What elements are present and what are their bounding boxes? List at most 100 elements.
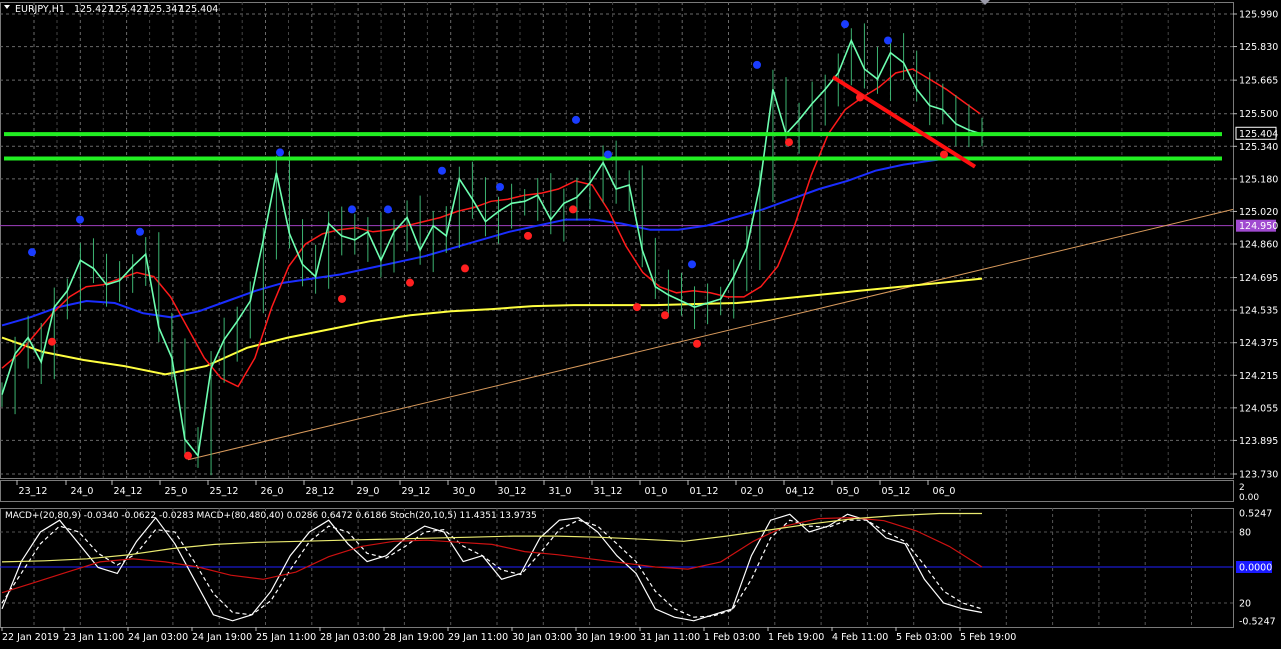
fractal-up-marker — [688, 260, 696, 269]
macd-slow-line — [1, 512, 982, 563]
fractal-down-marker — [856, 93, 864, 102]
ohlc-open: 125.427 — [74, 4, 113, 15]
time-tick-label: 25_12 — [210, 486, 239, 497]
time-tick-label: 05_12 — [882, 486, 911, 497]
main-pane-frame — [0, 2, 1234, 479]
price-tick-label: 125.500 — [1239, 109, 1278, 120]
date-tick-label: 1 Feb 19:00 — [768, 632, 824, 643]
mini-axis-label: 0.00 — [1239, 493, 1259, 503]
fractal-down-marker — [48, 337, 56, 346]
price-tick-label: 124.215 — [1239, 371, 1278, 382]
price-tick-label: 123.895 — [1239, 436, 1278, 447]
ohlc-low: 125.347 — [144, 4, 183, 15]
time-tick-label: 01_12 — [690, 486, 719, 497]
fractal-up-marker — [384, 205, 392, 214]
date-tick-label: 5 Feb 03:00 — [896, 632, 952, 643]
level-price-label: 124.950 — [1239, 221, 1278, 232]
fractal-up-marker — [348, 205, 356, 214]
main-time-axis: 23_12 24_0 24_12 25_0 25_12 26_0 28_12 29_0 29_1… — [0, 480, 1259, 503]
fractal-markers — [28, 20, 948, 460]
fractal-down-marker — [661, 311, 669, 320]
level-price-tag — [1236, 219, 1276, 232]
main-grid — [0, 2, 1234, 479]
price-tick-label: 125.990 — [1239, 10, 1278, 21]
zero-value-tag — [1236, 561, 1272, 573]
fractal-up-marker — [884, 36, 892, 45]
resistance-trendline[interactable] — [831, 75, 977, 169]
date-tick-label: 30 Jan 19:00 — [576, 632, 636, 643]
fractal-up-marker — [438, 166, 446, 175]
support-trendline[interactable] — [187, 208, 1234, 461]
price-tick-label: 125.020 — [1239, 207, 1278, 218]
indicator-series — [1, 512, 983, 622]
indicator-tick-label: -0.5247 — [1239, 617, 1276, 628]
price-tick-label: 125.340 — [1239, 142, 1278, 153]
time-tick-label: 24_12 — [114, 486, 143, 497]
time-tick-label: 23_12 — [19, 486, 48, 497]
stoch-signal-line — [1, 519, 983, 618]
date-tick-label: 28 Jan 19:00 — [384, 632, 444, 643]
stoch-main-line — [1, 513, 983, 622]
fractal-up-marker — [572, 115, 580, 124]
fast-ma-line — [1, 68, 981, 388]
zero-value-label: 0.0000 — [1239, 563, 1272, 574]
indicator-tick-label: 0.5247 — [1239, 509, 1272, 520]
time-tick-label: 31_0 — [549, 486, 572, 497]
date-tick-label: 1 Feb 03:00 — [704, 632, 760, 643]
price-line — [1, 38, 983, 458]
date-axis: 22 Jan 2019 23 Jan 11:00 24 Jan 03:00 24 Ja… — [1, 627, 1016, 643]
fractal-up-marker — [276, 148, 284, 157]
fractal-down-marker — [693, 339, 701, 348]
price-tick-label: 124.055 — [1239, 403, 1278, 414]
time-tick-label: 06_0 — [933, 486, 956, 497]
indicator-tick-label: 20 — [1239, 599, 1251, 610]
macd-fast-line — [1, 516, 983, 594]
price-tick-label: 124.695 — [1239, 273, 1278, 284]
date-tick-label: 31 Jan 11:00 — [640, 632, 700, 643]
price-tick-label: 125.180 — [1239, 174, 1278, 185]
time-tick-label: 02_0 — [741, 486, 764, 497]
time-tick-label: 29_12 — [402, 486, 431, 497]
time-tick-label: 29_0 — [357, 486, 380, 497]
indicator-grid — [0, 508, 1234, 628]
scroll-marker-icon[interactable] — [980, 0, 990, 5]
price-tick-label: 123.730 — [1239, 470, 1278, 481]
date-tick-label: 30 Jan 03:00 — [512, 632, 572, 643]
date-tick-label: 25 Jan 11:00 — [256, 632, 316, 643]
time-tick-label: 30_0 — [453, 486, 476, 497]
price-tick-label: 124.375 — [1239, 338, 1278, 349]
fractal-down-marker — [524, 231, 532, 240]
fractal-up-marker — [136, 227, 144, 236]
time-axis-frame — [0, 480, 1234, 502]
fractal-up-marker — [496, 183, 504, 192]
time-tick-label: 25_0 — [165, 486, 188, 497]
ohlc-close: 125.404 — [179, 4, 218, 15]
date-tick-label: 29 Jan 11:00 — [448, 632, 508, 643]
current-price-label: 125.404 — [1239, 129, 1278, 140]
symbol-title: EURJPY,H1 — [15, 4, 65, 15]
fractal-up-marker — [604, 150, 612, 159]
date-tick-label: 24 Jan 03:00 — [128, 632, 188, 643]
fractal-down-marker — [406, 278, 414, 287]
mid-ma-line — [1, 155, 961, 327]
date-tick-label: 22 Jan 2019 — [2, 632, 59, 643]
fractal-down-marker — [940, 150, 948, 159]
time-tick-label: 26_0 — [261, 486, 284, 497]
time-tick-label: 05_0 — [837, 486, 860, 497]
fractal-down-marker — [785, 138, 793, 147]
date-tick-label: 24 Jan 19:00 — [192, 632, 252, 643]
price-tick-label: 124.535 — [1239, 306, 1278, 317]
date-tick-label: 4 Feb 11:00 — [832, 632, 888, 643]
chart-menu-arrow-icon[interactable] — [4, 5, 10, 9]
indicator-axis: 0.5247 80 20 -0.5247 0.0000 — [1236, 509, 1276, 628]
fractal-up-marker — [28, 248, 36, 257]
ohlc-high: 125.427 — [109, 4, 148, 15]
date-tick-label: 23 Jan 11:00 — [64, 632, 124, 643]
indicator-pane-frame — [0, 508, 1234, 628]
date-tick-label: 28 Jan 03:00 — [320, 632, 380, 643]
mini-axis-label: 2 — [1239, 483, 1245, 493]
current-price-tag — [1235, 126, 1277, 140]
fractal-down-marker — [184, 451, 192, 460]
fractal-up-marker — [753, 60, 761, 69]
